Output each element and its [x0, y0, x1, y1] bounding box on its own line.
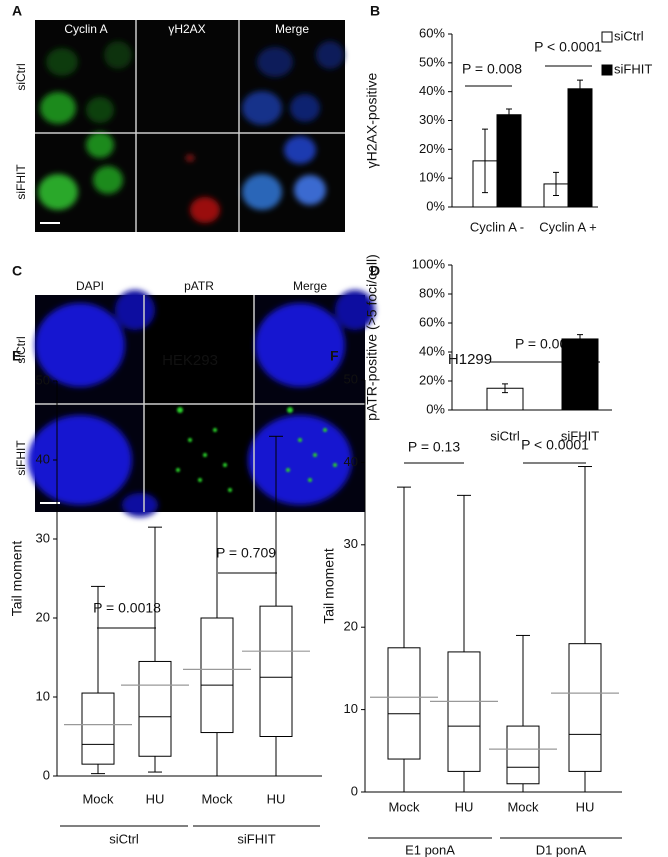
bar [561, 338, 599, 411]
x-tick-label: HU [455, 799, 474, 814]
y-tick-label: 60% [419, 314, 445, 329]
y-tick-label: 30 [344, 536, 358, 551]
row-label: siFHIT [14, 440, 28, 476]
box [200, 617, 234, 734]
x-tick-label: HU [576, 799, 595, 814]
y-tick-label: 100% [412, 256, 446, 271]
y-tick-label: 0 [43, 767, 50, 782]
row-label: siCtrl [14, 336, 28, 363]
box [81, 692, 115, 765]
error-bar [506, 108, 512, 121]
x-tick-label: Mock [388, 799, 420, 814]
bar [496, 114, 522, 208]
y-tick-label: 30% [419, 112, 445, 127]
bar [567, 88, 593, 208]
annotation: P = 0.002 [515, 336, 575, 352]
x-tick-label: siFHIT [561, 428, 599, 443]
annotation: P < 0.0001 [521, 437, 589, 453]
legend-label: siCtrl [614, 28, 644, 43]
error-bar [553, 171, 559, 196]
x-tick-label: Cyclin A + [539, 219, 596, 234]
y-tick-label: 40% [419, 83, 445, 98]
y-tick-label: 0% [426, 198, 445, 213]
column-label: pATR [184, 279, 214, 293]
annotation: P = 0.709 [216, 545, 276, 561]
y-tick-label: 10 [344, 701, 358, 716]
y-tick-label: 0 [351, 783, 358, 798]
y-tick-label: 0% [426, 401, 445, 416]
annotation: P = 0.008 [462, 61, 522, 77]
annotation: P = 0.0018 [93, 600, 161, 616]
y-tick-label: 20 [344, 619, 358, 634]
y-tick-label: 40 [344, 454, 358, 469]
panel-letter: C [12, 263, 22, 279]
panel-letter: B [370, 3, 380, 19]
column-label: DAPI [76, 279, 104, 293]
y-tick-label: 40 [36, 451, 50, 466]
row-label: siFHIT [14, 164, 28, 200]
error-bar [577, 79, 583, 98]
column-label: Merge [275, 22, 309, 36]
x-tick-label: Mock [507, 799, 539, 814]
annotation: P = 0.13 [408, 439, 461, 455]
y-tick-label: 50 [36, 372, 50, 387]
y-tick-label: 10% [419, 170, 445, 185]
x-tick-label: Cyclin A - [470, 219, 524, 234]
y-tick-label: 30 [36, 530, 50, 545]
column-label: Merge [293, 279, 327, 293]
panel-a-images [35, 20, 345, 232]
panel-letter: E [12, 348, 21, 364]
panel-letter: F [330, 348, 339, 364]
y-tick-label: 10 [36, 688, 50, 703]
annotation: P < 0.0001 [534, 39, 602, 55]
panel-letter: A [12, 3, 22, 19]
y-tick-label: 20% [419, 372, 445, 387]
chart-title: HEK293 [162, 352, 218, 369]
y-tick-label: 40% [419, 343, 445, 358]
x-tick-label: Mock [201, 791, 233, 806]
group-label: siFHIT [237, 831, 275, 846]
column-label: γH2AX [168, 22, 205, 36]
column-label: Cyclin A [64, 22, 107, 36]
legend-label: siFHIT [614, 61, 652, 76]
x-tick-label: Mock [82, 791, 114, 806]
y-axis-label: pATR-positive (>5 foci/cell) [364, 254, 380, 421]
error-bar [482, 128, 488, 194]
y-axis-label: Tail moment [321, 548, 337, 624]
box [568, 643, 602, 772]
row-label: siCtrl [14, 63, 28, 90]
panel-c-images [28, 290, 375, 517]
error-bar [502, 383, 508, 394]
box [387, 647, 421, 760]
x-tick-label: siCtrl [490, 428, 520, 443]
group-label: siCtrl [109, 831, 139, 846]
y-axis-label: γH2AX-positive [364, 72, 380, 168]
y-tick-label: 20% [419, 141, 445, 156]
box [138, 660, 172, 757]
x-tick-label: HU [146, 791, 165, 806]
panel-letter: D [370, 263, 380, 279]
chart-title: H1299 [448, 351, 492, 368]
box [506, 725, 540, 785]
box [259, 605, 293, 738]
y-axis-label: Tail moment [9, 541, 25, 617]
legend-swatch [601, 31, 613, 43]
y-tick-label: 20 [36, 609, 50, 624]
x-tick-label: HU [267, 791, 286, 806]
error-bar [577, 334, 583, 344]
group-label: D1 ponA [536, 842, 587, 857]
group-label: E1 ponA [405, 842, 455, 857]
y-tick-label: 50% [419, 54, 445, 69]
y-tick-label: 60% [419, 25, 445, 40]
y-tick-label: 80% [419, 285, 445, 300]
y-tick-label: 50 [344, 371, 358, 386]
box [447, 651, 481, 772]
legend-swatch [601, 64, 613, 76]
